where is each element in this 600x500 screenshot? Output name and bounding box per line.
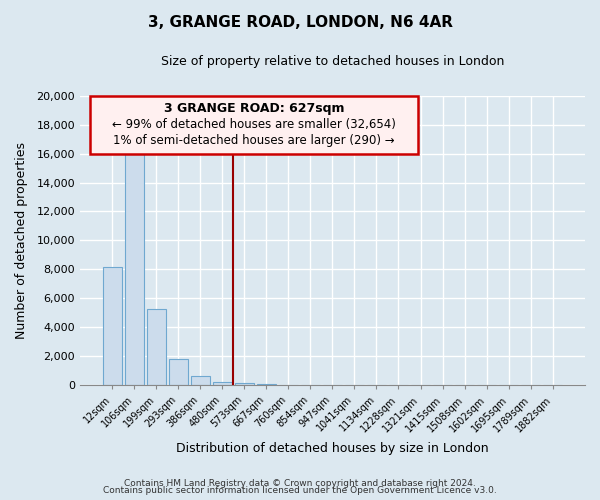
X-axis label: Distribution of detached houses by size in London: Distribution of detached houses by size … [176,442,489,455]
Text: 1% of semi-detached houses are larger (290) →: 1% of semi-detached houses are larger (2… [113,134,395,147]
Bar [235,383,254,386]
Bar [147,308,166,386]
Bar [213,382,232,386]
Bar [125,145,143,386]
Title: Size of property relative to detached houses in London: Size of property relative to detached ho… [161,55,504,68]
Bar [169,358,188,386]
Bar [191,376,209,386]
FancyBboxPatch shape [90,96,418,154]
Text: 3, GRANGE ROAD, LONDON, N6 4AR: 3, GRANGE ROAD, LONDON, N6 4AR [148,15,452,30]
Text: Contains HM Land Registry data © Crown copyright and database right 2024.: Contains HM Land Registry data © Crown c… [124,478,476,488]
Text: 3 GRANGE ROAD: 627sqm: 3 GRANGE ROAD: 627sqm [164,102,344,115]
Y-axis label: Number of detached properties: Number of detached properties [15,142,28,339]
Text: Contains public sector information licensed under the Open Government Licence v3: Contains public sector information licen… [103,486,497,495]
Text: ← 99% of detached houses are smaller (32,654): ← 99% of detached houses are smaller (32… [112,118,396,131]
Bar [103,266,122,386]
Bar [257,384,275,386]
